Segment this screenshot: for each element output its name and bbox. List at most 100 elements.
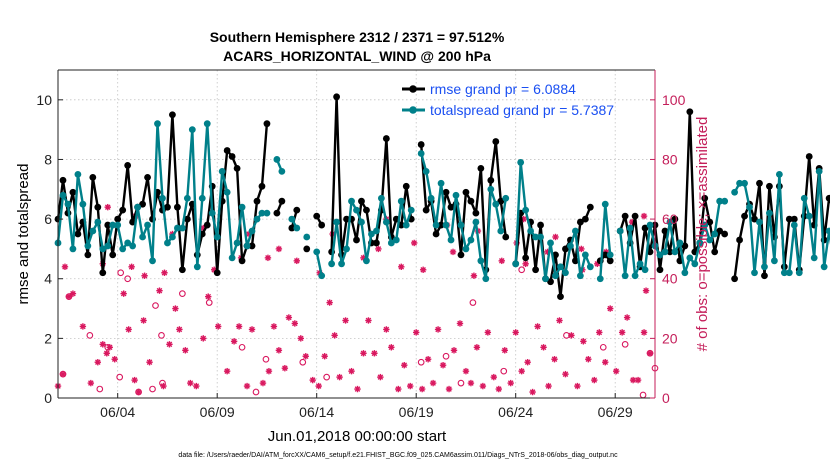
rmse-point [721,230,729,238]
totalspread-point [636,260,644,268]
obs-assimilated-point [230,338,238,345]
obs-assimilated-point [507,379,514,387]
rmse-point [358,197,365,205]
totalspread-point [427,194,435,202]
totalspread-point [228,254,236,262]
obs-star-core [232,339,236,343]
obs-assimilated-point [235,323,243,330]
obs-assimilated-point [354,385,361,393]
obs-assimilated-point [128,263,135,270]
obs-assimilated-point [596,329,603,336]
obs-assimilated-point [473,344,481,351]
obs-star-core [451,250,455,254]
totalspread-point [761,263,768,271]
totalspread-point [373,227,380,235]
obs-star-core [372,351,377,355]
rmse-point [278,197,286,205]
totalspread-point [527,227,535,235]
rmse-point [706,218,714,226]
totalspread-point [472,218,480,226]
obs-star-core [648,351,652,355]
x-tick-label: 06/24 [498,404,533,420]
obs-assimilated-point [522,260,529,268]
totalspread-point [447,236,455,244]
totalspread-point [84,242,92,250]
totalspread-point [666,218,674,226]
obs-star-core [472,274,476,278]
obs-possible-point [238,343,246,351]
totalspread-point [353,206,360,214]
rmse-point [457,251,465,259]
obs-star-core [266,256,270,260]
obs-star-core [569,333,574,337]
rmse-point [701,194,709,202]
obs-possible-point [205,299,213,306]
obs-star-core [188,381,192,385]
rmse-point [586,203,594,211]
obs-assimilated-point [551,356,558,363]
totalspread-point [258,209,266,217]
obs-assimilated-point [176,326,183,333]
rmse-point [731,275,738,283]
rmse-point [169,111,176,119]
totalspread-point [188,126,196,134]
legend: rmse grand pr = 6.0884 totalspread grand… [402,81,614,118]
obs-star-core [441,363,445,367]
totalspread-point [119,245,127,253]
totalspread-point [716,197,724,205]
y-right-tick-label: 100 [662,92,686,108]
rmse-point [751,215,758,223]
totalspread-point [557,263,564,271]
obs-possible-point [117,269,125,277]
rmse-point [178,266,186,274]
obs-star-core [384,327,388,332]
totalspread-point [616,227,624,235]
obs-star-core [535,324,540,329]
rmse-point [253,197,261,205]
obs-assimilated-point [445,385,453,393]
obs-star-core [113,357,117,361]
totalspread-point [631,272,639,280]
rmse-point [183,215,191,223]
obs-assimilated-point [383,326,390,333]
totalspread-point [442,221,450,229]
obs-star-core [337,375,342,379]
obs-assimilated-point [512,329,519,336]
totalspread-point [263,209,271,217]
rmse-point [402,182,410,190]
totalspread-point [193,263,201,271]
rmse-point [288,224,296,232]
obs-star-core [481,384,485,388]
obs-assimilated-point [640,212,648,220]
obs-star-core [194,384,198,388]
totalspread-point [656,251,664,259]
obs-star-core [420,387,424,391]
obs-star-core [378,375,382,379]
rmse-point [124,162,132,169]
obs-star-core [366,318,371,323]
rmse-point [805,153,813,160]
rmse-point [686,108,694,116]
obs-assimilated-point [264,254,272,262]
obs-star-core [552,357,557,361]
data-file-footnote: data file: /Users/raeder/DAI/ATM_forcXX/… [178,452,618,459]
obs-star-core [469,381,473,385]
rmse-point [303,245,311,253]
obs-star-core [295,259,299,263]
plot-area [54,93,830,399]
obs-assimilated-point [99,341,106,348]
obs-assimilated-point [377,373,384,381]
obs-star-core [376,247,380,251]
obs-star-core [267,369,271,373]
totalspread-point [213,233,221,241]
obs-star-core [161,384,166,388]
obs-assimilated-point [321,353,328,360]
rmse-point [716,227,724,235]
rmse-point [293,206,301,214]
x-tick-label: 06/09 [200,404,235,420]
obs-star-core [426,357,430,361]
obs-assimilated-point [623,314,631,321]
totalspread-point [422,167,430,175]
obs-star-core [447,387,451,391]
obs-assimilated-point [462,367,470,375]
